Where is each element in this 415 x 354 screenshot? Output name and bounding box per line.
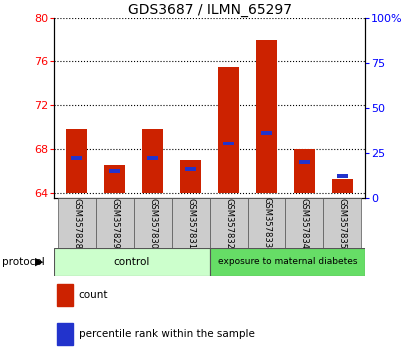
Text: count: count (79, 290, 108, 300)
Text: exposure to maternal diabetes: exposure to maternal diabetes (217, 257, 357, 267)
Bar (172, 198, 210, 248)
Bar (54, 248, 210, 276)
Bar (299, 160, 310, 164)
Bar (66, 129, 87, 193)
Bar (210, 248, 365, 276)
Text: GSM357829: GSM357829 (110, 198, 119, 249)
Bar (332, 178, 353, 193)
Text: protocol: protocol (2, 257, 45, 267)
Bar (223, 142, 234, 145)
Bar (294, 149, 315, 193)
Bar (104, 165, 125, 193)
Text: GSM357834: GSM357834 (300, 198, 309, 249)
Bar (185, 167, 196, 171)
Bar (261, 131, 272, 135)
Bar (109, 169, 120, 173)
Text: GSM357835: GSM357835 (338, 198, 347, 249)
Bar (96, 198, 134, 248)
Bar (142, 129, 163, 193)
Bar (256, 40, 277, 193)
Text: control: control (114, 257, 150, 267)
Bar (218, 67, 239, 193)
Bar (210, 198, 247, 248)
Title: GDS3687 / ILMN_65297: GDS3687 / ILMN_65297 (127, 3, 292, 17)
Bar (147, 156, 159, 160)
Bar (58, 198, 96, 248)
Bar (134, 198, 172, 248)
Text: GSM357830: GSM357830 (148, 198, 157, 249)
Bar (247, 198, 286, 248)
Bar (71, 156, 83, 160)
Bar (323, 198, 361, 248)
Text: percentile rank within the sample: percentile rank within the sample (79, 329, 255, 339)
Text: GSM357828: GSM357828 (72, 198, 81, 249)
Bar (57, 323, 73, 345)
Text: GSM357833: GSM357833 (262, 198, 271, 249)
Bar (180, 160, 201, 193)
Text: ▶: ▶ (35, 257, 44, 267)
Bar (57, 284, 73, 306)
Bar (286, 198, 323, 248)
Text: GSM357831: GSM357831 (186, 198, 195, 249)
Text: GSM357832: GSM357832 (224, 198, 233, 249)
Bar (337, 175, 348, 178)
